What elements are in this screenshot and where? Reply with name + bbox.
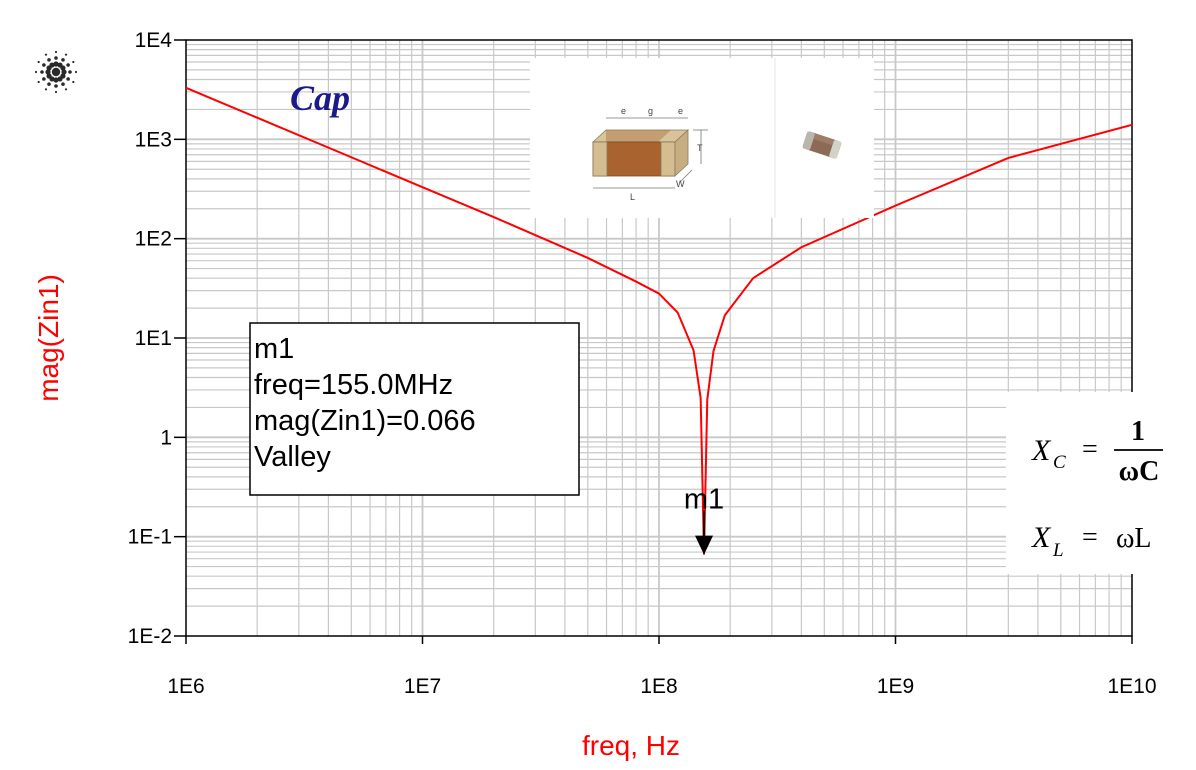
logo-dot: [54, 56, 58, 60]
xl-equals: =: [1082, 522, 1098, 553]
x-tick-label: 1E9: [877, 675, 914, 698]
logo-dot: [60, 65, 66, 71]
formula-box: X C = 1 ωC X L = ωL: [1006, 392, 1194, 574]
dim-W: W: [676, 179, 685, 189]
logo-dot: [37, 60, 40, 64]
logo-dot: [66, 77, 70, 81]
readout-line-3: mag(Zin1)=0.066: [254, 405, 476, 437]
logo-dot: [64, 88, 68, 91]
logo-dot: [74, 70, 78, 74]
dim-g: g: [648, 106, 653, 116]
xc-subscript: C: [1053, 452, 1066, 473]
marker-readout-box: m1 freq=155.0MHz mag(Zin1)=0.066 Valley: [249, 322, 580, 496]
logo-dot: [53, 61, 59, 67]
logo-dot: [34, 70, 38, 74]
logo-dot: [54, 84, 58, 88]
capacitor-dimension-drawing: e g e T L W: [591, 106, 708, 202]
logo-dot: [46, 73, 52, 79]
xc-denominator: ωC: [1119, 456, 1160, 487]
logo-dot: [40, 70, 44, 74]
cap-annotation: Cap: [290, 78, 350, 118]
axis-ticks: [174, 39, 1133, 644]
y-tick-label: 1E1: [135, 327, 172, 350]
spark-logo-icon: [34, 50, 78, 94]
logo-dot: [54, 90, 58, 94]
logo-dot: [47, 58, 51, 62]
y-tick-label: 1E-1: [128, 526, 172, 549]
readout-line-1: m1: [254, 333, 294, 365]
logo-dot: [61, 69, 67, 75]
x-tick-labels: 1E6 1E7 1E8 1E9 1E10: [167, 675, 1156, 698]
x-axis-title: freq, Hz: [582, 730, 680, 761]
y-tick-labels: 1E-2 1E-1 1 1E1 1E2 1E3 1E4: [128, 29, 173, 648]
xl-rhs: ωL: [1116, 523, 1152, 554]
logo-dot: [42, 77, 46, 81]
logo-dot: [44, 53, 48, 56]
logo-dot: [49, 62, 55, 68]
y-axis-title: mag(Zin1): [33, 274, 64, 402]
dim-e-right: e: [678, 106, 683, 116]
xl-symbol: X: [1031, 521, 1052, 554]
xc-symbol: X: [1031, 434, 1052, 467]
logo-dot: [37, 80, 40, 84]
logo-dot: [54, 50, 58, 54]
capacitor-inset: e g e T L W: [530, 58, 874, 218]
x-tick-label: 1E8: [640, 675, 677, 698]
logo-dot: [64, 53, 68, 56]
logo-dot: [61, 58, 65, 62]
readout-line-4: Valley: [254, 441, 331, 473]
logo-dot: [72, 80, 75, 84]
x-tick-label: 1E6: [167, 675, 204, 698]
logo-dot: [53, 77, 59, 83]
logo-dot: [57, 76, 63, 82]
marker-m1: m1: [684, 484, 724, 555]
logo-dot: [42, 63, 46, 67]
logo-dot: [45, 69, 51, 75]
logo-dot: [66, 63, 70, 67]
y-tick-label: 1E3: [135, 128, 172, 151]
xl-subscript: L: [1052, 540, 1064, 561]
x-tick-label: 1E10: [1107, 675, 1156, 698]
y-tick-label: 1E4: [135, 29, 173, 52]
xc-numerator: 1: [1131, 416, 1145, 447]
logo-dot: [47, 82, 51, 86]
dim-L: L: [630, 192, 635, 202]
logo-dot: [72, 60, 75, 64]
xc-equals: =: [1082, 434, 1098, 465]
logo-dot: [51, 67, 61, 77]
capacitor-chip-image: [802, 131, 842, 159]
dim-e-left: e: [621, 106, 626, 116]
logo-dot: [68, 70, 72, 74]
y-tick-label: 1: [160, 426, 172, 449]
logo-dot: [44, 88, 48, 91]
y-tick-label: 1E2: [135, 228, 172, 251]
marker-arrow-icon: [695, 535, 714, 555]
logo-dot: [61, 82, 65, 86]
readout-line-2: freq=155.0MHz: [254, 369, 453, 401]
dim-T: T: [697, 143, 703, 153]
marker-label: m1: [684, 484, 724, 516]
y-tick-label: 1E-2: [128, 625, 172, 648]
x-tick-label: 1E7: [404, 675, 441, 698]
series-line-zin1: [185, 86, 1133, 555]
